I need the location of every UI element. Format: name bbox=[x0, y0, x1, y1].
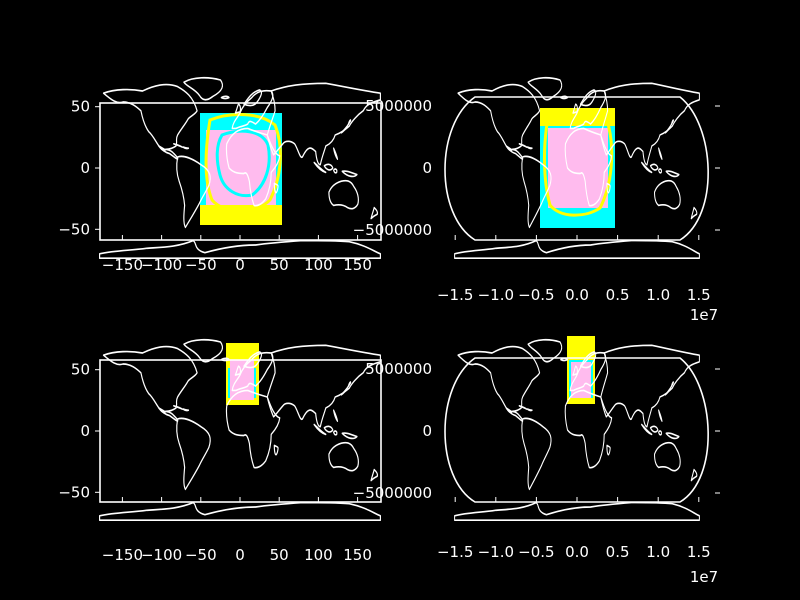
y-tick-label: 0 bbox=[80, 422, 90, 440]
overlay-fill-yellow bbox=[540, 108, 615, 126]
y-tick-label: −5000000 bbox=[353, 484, 432, 502]
x-tick-label: 1.0 bbox=[646, 543, 670, 561]
map-panel-4 bbox=[444, 336, 709, 522]
overlay-fill-pink bbox=[230, 360, 254, 400]
map-panel-1 bbox=[98, 76, 382, 260]
x-tick-label: −1.0 bbox=[478, 286, 514, 304]
x-tick-label: −100 bbox=[141, 546, 182, 564]
overlay-fill-yellow bbox=[200, 205, 282, 225]
x-tick-label: −0.5 bbox=[518, 286, 554, 304]
map-panel-2 bbox=[444, 76, 709, 260]
x-tick-label: −100 bbox=[141, 256, 182, 274]
x-tick-label: 0.0 bbox=[565, 543, 589, 561]
x-tick-label: −150 bbox=[102, 546, 143, 564]
coastlines bbox=[453, 338, 701, 522]
x-tick-label: −1.5 bbox=[437, 286, 473, 304]
overlay-contour-yellow bbox=[543, 111, 614, 217]
y-tick-label: 50 bbox=[71, 361, 90, 379]
x-offset-label: 1e7 bbox=[690, 568, 718, 586]
y-tick-label: −50 bbox=[58, 220, 90, 238]
x-tick-label: 50 bbox=[270, 256, 289, 274]
projection-boundary bbox=[444, 357, 709, 503]
coastlines bbox=[98, 338, 382, 522]
y-tick-label: 50 bbox=[71, 98, 90, 116]
projection-boundary bbox=[444, 96, 709, 241]
x-tick-label: −1.5 bbox=[437, 543, 473, 561]
y-tick-label: 0 bbox=[422, 422, 432, 440]
y-tick-label: −5000000 bbox=[353, 221, 432, 239]
y-tick-label: 5000000 bbox=[365, 97, 432, 115]
x-tick-label: 50 bbox=[270, 546, 289, 564]
x-tick-label: −150 bbox=[102, 256, 143, 274]
x-tick-label: 1.5 bbox=[687, 543, 711, 561]
overlay-fill-pink bbox=[548, 128, 608, 208]
x-tick-label: 150 bbox=[343, 256, 372, 274]
x-tick-label: −0.5 bbox=[518, 543, 554, 561]
y-tick-label: 0 bbox=[422, 159, 432, 177]
x-offset-label: 1e7 bbox=[690, 306, 718, 324]
x-tick-label: −50 bbox=[185, 546, 217, 564]
x-tick-label: 0 bbox=[235, 256, 245, 274]
x-tick-label: 0.5 bbox=[606, 543, 630, 561]
overlay-contour-yellow bbox=[204, 113, 282, 213]
x-tick-label: 0.5 bbox=[606, 286, 630, 304]
x-tick-label: 1.5 bbox=[687, 286, 711, 304]
overlay-contour-cyan bbox=[215, 129, 271, 198]
y-tick-label: −50 bbox=[58, 483, 90, 501]
x-tick-label: 1.0 bbox=[646, 286, 670, 304]
overlay-regions bbox=[226, 343, 259, 405]
map-panel-3 bbox=[98, 338, 382, 522]
x-tick-label: 0 bbox=[235, 546, 245, 564]
x-tick-label: 100 bbox=[304, 546, 333, 564]
x-tick-label: −50 bbox=[185, 256, 217, 274]
y-tick-label: 5000000 bbox=[365, 360, 432, 378]
x-tick-label: 100 bbox=[304, 256, 333, 274]
x-tick-label: 150 bbox=[343, 546, 372, 564]
y-tick-label: 0 bbox=[80, 159, 90, 177]
x-tick-label: 0.0 bbox=[565, 286, 589, 304]
x-tick-label: −1.0 bbox=[478, 543, 514, 561]
